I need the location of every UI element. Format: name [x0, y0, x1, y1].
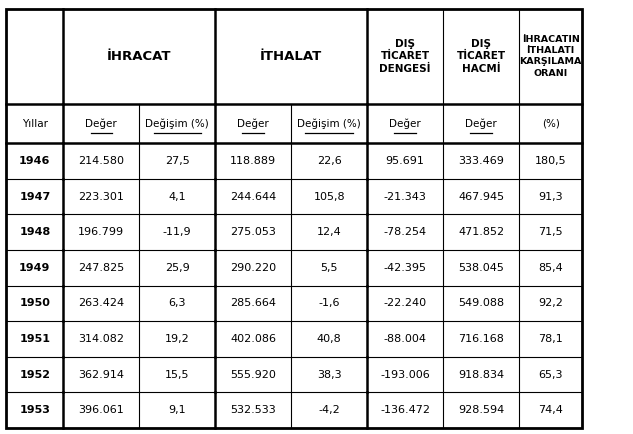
Text: 1948: 1948: [19, 227, 51, 237]
Text: 1950: 1950: [20, 298, 50, 309]
Text: 1951: 1951: [20, 334, 50, 344]
Text: Değer: Değer: [237, 118, 269, 129]
Text: Değişim (%): Değişim (%): [146, 118, 209, 129]
Text: 1949: 1949: [19, 263, 51, 273]
Text: 467.945: 467.945: [458, 191, 504, 202]
Text: 6,3: 6,3: [168, 298, 186, 309]
Text: -22.240: -22.240: [384, 298, 427, 309]
Text: -42.395: -42.395: [384, 263, 427, 273]
Text: 40,8: 40,8: [316, 334, 342, 344]
Text: 223.301: 223.301: [78, 191, 124, 202]
Text: 275.053: 275.053: [230, 227, 276, 237]
Text: 85,4: 85,4: [538, 263, 563, 273]
Text: 180,5: 180,5: [535, 156, 567, 166]
Text: 396.061: 396.061: [78, 405, 124, 415]
Text: (%): (%): [542, 118, 560, 129]
Text: 118.889: 118.889: [230, 156, 276, 166]
Text: 1953: 1953: [20, 405, 50, 415]
Text: -88.004: -88.004: [384, 334, 427, 344]
Text: 38,3: 38,3: [317, 369, 341, 380]
Text: DIŞ
TİCARET
DENGESİ: DIŞ TİCARET DENGESİ: [379, 39, 431, 74]
Text: Yıllar: Yıllar: [22, 118, 48, 129]
Text: 78,1: 78,1: [538, 334, 563, 344]
Text: 247.825: 247.825: [78, 263, 125, 273]
Text: -4,2: -4,2: [318, 405, 340, 415]
Text: Değişim (%): Değişim (%): [298, 118, 361, 129]
Text: İHRACAT: İHRACAT: [107, 50, 172, 63]
Text: 74,4: 74,4: [538, 405, 563, 415]
Text: 549.088: 549.088: [458, 298, 504, 309]
Text: 928.594: 928.594: [458, 405, 505, 415]
Text: 1947: 1947: [19, 191, 51, 202]
Text: 532.533: 532.533: [230, 405, 276, 415]
Text: 92,2: 92,2: [538, 298, 563, 309]
Text: 471.852: 471.852: [458, 227, 504, 237]
Text: İHRACATIN
İTHALATI
KARŞILAMA
ORANI: İHRACATIN İTHALATI KARŞILAMA ORANI: [520, 35, 582, 78]
Text: 91,3: 91,3: [539, 191, 563, 202]
Text: 716.168: 716.168: [458, 334, 504, 344]
Text: 1952: 1952: [20, 369, 50, 380]
Text: 362.914: 362.914: [78, 369, 124, 380]
Text: 22,6: 22,6: [316, 156, 342, 166]
Text: 65,3: 65,3: [539, 369, 563, 380]
Text: 555.920: 555.920: [230, 369, 276, 380]
Text: 285.664: 285.664: [230, 298, 276, 309]
Text: Değer: Değer: [465, 118, 497, 129]
Text: 105,8: 105,8: [313, 191, 345, 202]
Text: 25,9: 25,9: [165, 263, 190, 273]
Text: 333.469: 333.469: [458, 156, 504, 166]
Text: 27,5: 27,5: [165, 156, 190, 166]
Text: 290.220: 290.220: [230, 263, 276, 273]
Text: İTHALAT: İTHALAT: [260, 50, 322, 63]
Text: DIŞ
TİCARET
HACMİ: DIŞ TİCARET HACMİ: [456, 39, 506, 74]
Text: 263.424: 263.424: [78, 298, 124, 309]
Text: 15,5: 15,5: [165, 369, 189, 380]
Text: 314.082: 314.082: [78, 334, 124, 344]
Text: 402.086: 402.086: [230, 334, 276, 344]
Text: 196.799: 196.799: [78, 227, 124, 237]
Text: 1946: 1946: [19, 156, 51, 166]
Text: -21.343: -21.343: [384, 191, 427, 202]
Text: 19,2: 19,2: [165, 334, 190, 344]
Text: 538.045: 538.045: [458, 263, 504, 273]
Text: 71,5: 71,5: [539, 227, 563, 237]
Text: 918.834: 918.834: [458, 369, 504, 380]
Text: 9,1: 9,1: [168, 405, 186, 415]
Text: 12,4: 12,4: [316, 227, 342, 237]
Text: -11,9: -11,9: [163, 227, 192, 237]
Text: Değer: Değer: [85, 118, 117, 129]
Text: Değer: Değer: [389, 118, 421, 129]
Text: 4,1: 4,1: [168, 191, 186, 202]
Text: -136.472: -136.472: [380, 405, 430, 415]
Text: -1,6: -1,6: [318, 298, 340, 309]
Text: 5,5: 5,5: [320, 263, 338, 273]
Text: 214.580: 214.580: [78, 156, 124, 166]
Text: -78.254: -78.254: [384, 227, 427, 237]
Text: -193.006: -193.006: [380, 369, 430, 380]
Text: 95.691: 95.691: [385, 156, 425, 166]
Text: 244.644: 244.644: [230, 191, 277, 202]
